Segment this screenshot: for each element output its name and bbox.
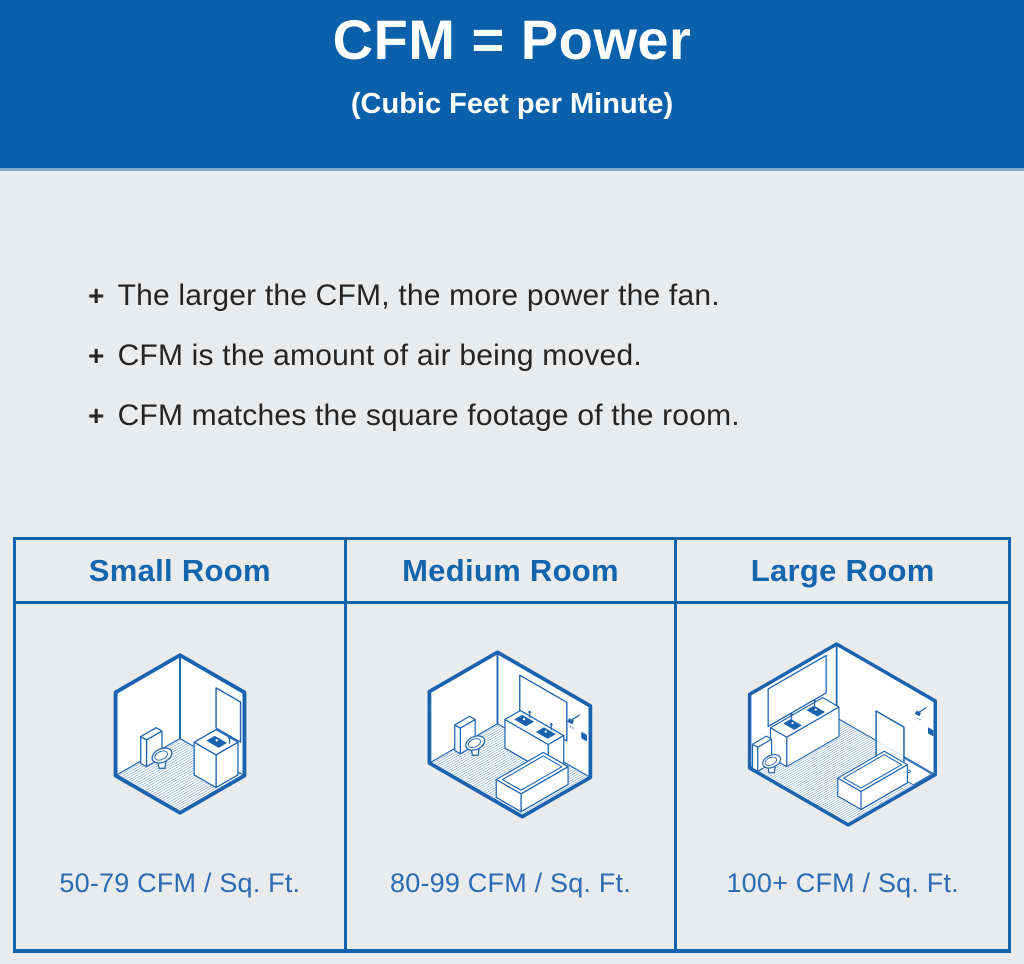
bullet-text: CFM is the amount of air being moved. (117, 339, 642, 372)
small-bathroom-isometric-icon (113, 653, 247, 815)
plus-icon: + (88, 280, 105, 311)
page-header: CFM = Power (Cubic Feet per Minute) (0, 0, 1024, 171)
table-cell-medium-room: 80-99 CFM / Sq. Ft. (347, 604, 678, 949)
large-room-illustration (742, 628, 944, 840)
bullet-item: + The larger the CFM, the more power the… (88, 279, 1024, 313)
bullet-item: + CFM matches the square footage of the … (88, 399, 1024, 433)
large-bathroom-isometric-icon (747, 641, 937, 827)
medium-room-illustration (421, 628, 599, 840)
large-room-cfm-caption: 100+ CFM / Sq. Ft. (726, 868, 959, 898)
bullet-text: CFM matches the square footage of the ro… (117, 399, 740, 432)
small-room-illustration (107, 628, 253, 840)
bullet-list: + The larger the CFM, the more power the… (88, 279, 1024, 433)
medium-bathroom-isometric-icon (428, 650, 593, 818)
table-header-medium-room: Medium Room (346, 540, 678, 604)
table-header-small-room: Small Room (16, 540, 347, 604)
room-size-table: Small Room Medium Room Large Room 50-79 … (13, 537, 1011, 953)
table-cell-small-room: 50-79 CFM / Sq. Ft. (16, 604, 347, 949)
medium-room-cfm-caption: 80-99 CFM / Sq. Ft. (390, 868, 631, 898)
table-cell-large-room: 100+ CFM / Sq. Ft. (677, 604, 1008, 949)
page-subtitle: (Cubic Feet per Minute) (350, 88, 674, 120)
small-room-cfm-caption: 50-79 CFM / Sq. Ft. (59, 868, 301, 898)
bullet-text: The larger the CFM, the more power the f… (117, 279, 720, 312)
table-header-large-room: Large Room (677, 540, 1008, 604)
plus-icon: + (88, 340, 105, 371)
bullet-item: + CFM is the amount of air being moved. (88, 339, 1024, 373)
page-title: CFM = Power (332, 8, 692, 71)
plus-icon: + (88, 400, 105, 431)
